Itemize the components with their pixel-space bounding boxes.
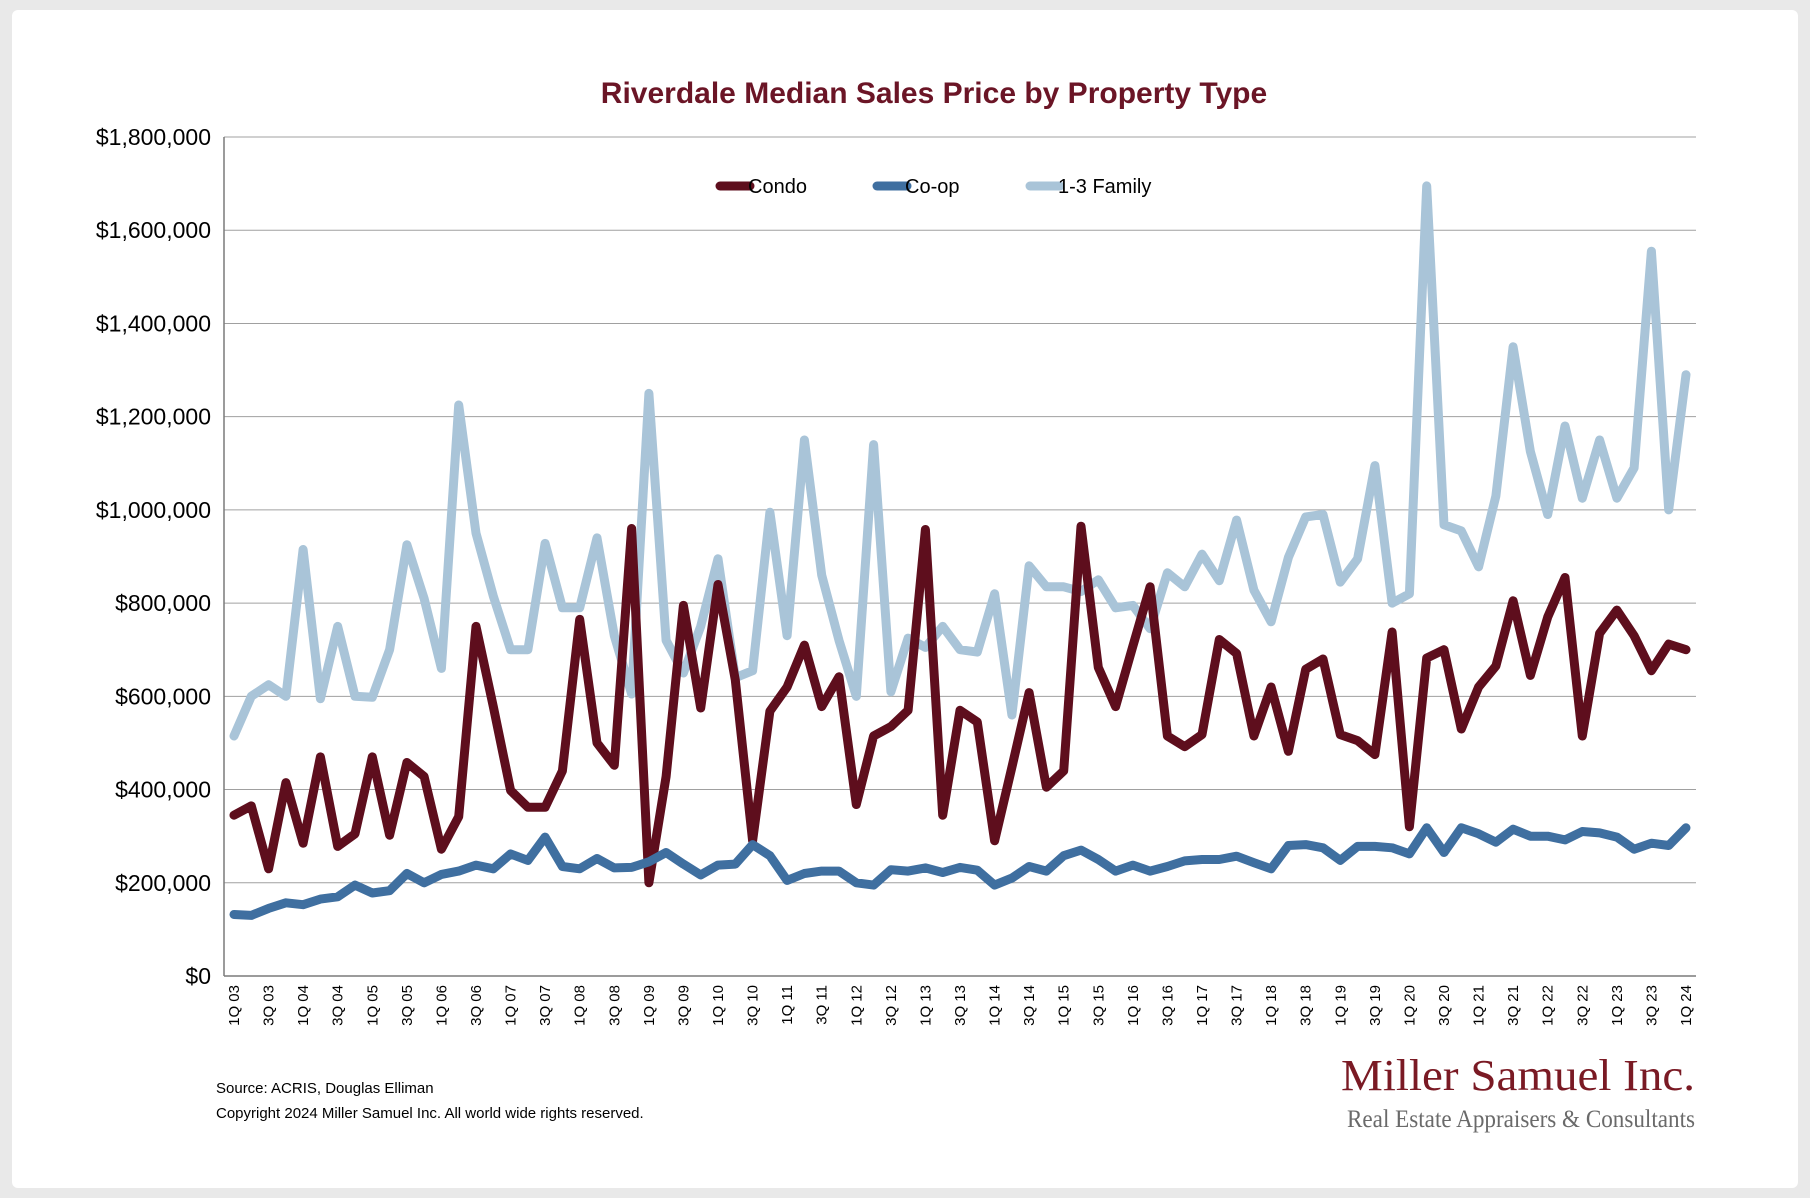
x-tick-label: 1Q 23: [1609, 985, 1626, 1026]
x-tick-label: 3Q 09: [675, 985, 692, 1026]
x-tick-label: 3Q 23: [1643, 985, 1660, 1026]
y-tick-label: $0: [185, 963, 211, 989]
y-tick-label: $1,800,000: [96, 124, 211, 150]
x-tick-label: 3Q 07: [537, 985, 554, 1026]
x-tick-label: 3Q 06: [468, 985, 485, 1026]
x-tick-label: 1Q 20: [1401, 985, 1418, 1026]
logo-tagline: Real Estate Appraisers & Consultants: [1347, 1106, 1695, 1133]
x-tick-label: 1Q 11: [779, 985, 796, 1025]
legend-label: Co-op: [905, 176, 959, 198]
x-tick-label: 1Q 13: [917, 985, 934, 1026]
source-note: Source: ACRIS, Douglas Elliman: [216, 1080, 434, 1097]
x-tick-label: 3Q 11: [814, 985, 831, 1025]
x-tick-label: 1Q 07: [503, 985, 520, 1026]
x-tick-label: 3Q 16: [1159, 985, 1176, 1026]
x-tick-label: 1Q 21: [1471, 985, 1488, 1026]
y-tick-label: $1,200,000: [96, 404, 211, 430]
chart-card: Riverdale Median Sales Price by Property…: [12, 10, 1798, 1188]
x-tick-label: 3Q 21: [1505, 985, 1522, 1026]
legend-label: 1-3 Family: [1058, 176, 1151, 198]
x-tick-label: 3Q 19: [1367, 985, 1384, 1026]
copyright-note: Copyright 2024 Miller Samuel Inc. All wo…: [216, 1105, 644, 1122]
x-tick-label: 3Q 05: [399, 985, 416, 1026]
x-axis-ticks: 1Q 03 3Q 03 1Q 04 3Q 04 1Q 05 3Q 05 1Q 06 3Q 06…: [226, 985, 1695, 1026]
y-tick-label: $1,000,000: [96, 497, 211, 523]
x-tick-label: 3Q 08: [606, 985, 623, 1026]
x-tick-label: 1Q 22: [1540, 985, 1557, 1026]
x-tick-label: 1Q 15: [1056, 985, 1073, 1026]
x-tick-label: 1Q 09: [641, 985, 658, 1026]
x-tick-label: 1Q 19: [1332, 985, 1349, 1026]
x-tick-label: 1Q 16: [1125, 985, 1142, 1026]
x-tick-label: 3Q 18: [1298, 985, 1315, 1026]
x-tick-label: 1Q 04: [295, 985, 312, 1026]
x-tick-label: 3Q 15: [1090, 985, 1107, 1026]
x-tick-label: 1Q 10: [710, 985, 727, 1026]
x-tick-label: 3Q 17: [1229, 985, 1246, 1026]
x-tick-label: 1Q 18: [1263, 985, 1280, 1026]
series-line-co-op: [229, 823, 1691, 920]
series-line-condo: [229, 521, 1691, 888]
x-tick-label: 3Q 04: [330, 985, 347, 1026]
y-tick-label: $1,400,000: [96, 310, 211, 336]
series-lines: [229, 181, 1691, 920]
y-tick-label: $800,000: [115, 590, 211, 616]
x-tick-label: 3Q 13: [952, 985, 969, 1026]
chart-title: Riverdale Median Sales Price by Property…: [601, 77, 1267, 110]
y-tick-label: $400,000: [115, 777, 211, 803]
legend: Condo Co-op 1-3 Family: [715, 176, 1151, 198]
x-tick-label: 1Q 08: [572, 985, 589, 1026]
x-tick-label: 3Q 10: [745, 985, 762, 1026]
y-tick-label: $600,000: [115, 683, 211, 709]
logo: Miller Samuel Inc. Real Estate Appraiser…: [1341, 1051, 1695, 1133]
x-tick-label: 1Q 17: [1194, 985, 1211, 1026]
x-tick-label: 3Q 03: [261, 985, 278, 1026]
x-tick-label: 3Q 22: [1574, 985, 1591, 1026]
x-tick-label: 1Q 05: [364, 985, 381, 1026]
y-axis-ticks: $0 $200,000 $400,000 $600,000 $800,000 $1,000…: [96, 124, 211, 989]
x-tick-label: 3Q 12: [883, 985, 900, 1026]
x-tick-label: 1Q 06: [433, 985, 450, 1026]
x-tick-label: 3Q 20: [1436, 985, 1453, 1026]
logo-name: Miller Samuel Inc.: [1341, 1051, 1695, 1100]
x-tick-label: 1Q 03: [226, 985, 243, 1026]
x-tick-label: 3Q 14: [1021, 985, 1038, 1026]
legend-label: Condo: [748, 176, 807, 198]
x-tick-label: 1Q 14: [987, 985, 1004, 1026]
y-tick-label: $200,000: [115, 870, 211, 896]
x-tick-label: 1Q 12: [848, 985, 865, 1026]
series-line-1-3-family: [229, 181, 1691, 741]
y-tick-label: $1,600,000: [96, 217, 211, 243]
x-tick-label: 1Q 24: [1678, 985, 1695, 1026]
chart-svg: Riverdale Median Sales Price by Property…: [96, 77, 1696, 1133]
